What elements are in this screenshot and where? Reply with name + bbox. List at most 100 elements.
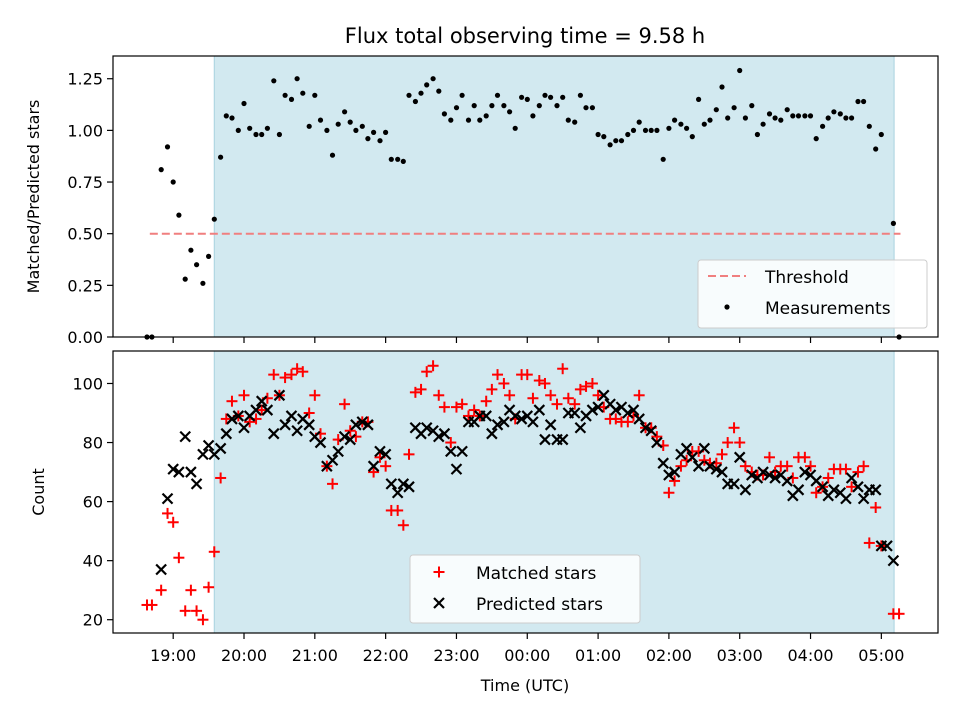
matched-point-58	[486, 383, 498, 395]
x-tick-label: 02:00	[646, 646, 692, 665]
measurement-point-81	[625, 131, 631, 138]
predicted-point-87	[668, 466, 681, 478]
predicted-point-32	[344, 433, 357, 446]
top-y-axis: 0.00 0.25 0.50 0.75 1.00 1.25	[67, 70, 113, 347]
measurement-point-8	[194, 262, 200, 268]
predicted-point-97	[728, 478, 740, 490]
predicted-point-27	[314, 436, 327, 449]
matched-point-34	[344, 425, 356, 437]
measurement-point-34	[347, 119, 353, 125]
measurement-point-122	[866, 123, 872, 129]
measurement-point-16	[241, 100, 247, 107]
matched-point-71	[562, 392, 574, 404]
matched-point-108	[781, 460, 793, 472]
measurement-point-109	[790, 113, 796, 119]
predicted-point-79	[622, 407, 634, 419]
measurement-point-11	[211, 216, 217, 222]
measurement-point-2	[158, 167, 164, 173]
matched-point-61	[504, 389, 516, 401]
top-axes-frame	[112, 55, 939, 338]
predicted-point-23	[291, 424, 303, 437]
predicted-point-55	[480, 410, 492, 422]
measurement-point-9	[200, 280, 206, 286]
predicted-point-17	[255, 395, 268, 407]
predicted-point-56	[486, 427, 498, 440]
matched-point-86	[651, 431, 663, 443]
matched-point-27	[303, 407, 315, 419]
measurement-point-88	[666, 125, 672, 131]
matched-point-16	[238, 389, 250, 401]
predicted-point-95	[716, 466, 728, 478]
matched-point-113	[810, 487, 822, 499]
measurement-point-75	[589, 105, 596, 111]
predicted-point-99	[739, 484, 752, 496]
top-legend: Threshold Measurements	[697, 259, 928, 329]
y-tick-label: 20	[83, 611, 103, 630]
y-tick-label: 0.25	[67, 276, 103, 295]
measurement-point-62	[512, 125, 518, 131]
predicted-point-124	[887, 554, 900, 567]
measurement-point-108	[784, 107, 790, 113]
measurement-point-15	[235, 127, 241, 133]
measurement-point-3	[164, 144, 171, 150]
measurement-point-119	[849, 115, 855, 121]
x-axis-label: Time (UTC)	[480, 676, 569, 695]
top-legend-box	[697, 259, 928, 329]
bottom-axes-frame	[112, 350, 939, 634]
predicted-point-60	[509, 410, 522, 422]
y-tick-label: 80	[83, 434, 103, 453]
predicted-point-2	[167, 463, 179, 475]
measurement-point-101	[742, 115, 749, 121]
matched-point-72	[569, 398, 581, 410]
measurement-point-33	[342, 109, 348, 115]
predicted-point-57	[491, 419, 504, 431]
measurement-point-22	[276, 131, 282, 138]
predicted-point-7	[197, 448, 209, 461]
predicted-point-0	[155, 563, 167, 576]
matched-point-9	[197, 614, 209, 626]
matched-point-89	[669, 475, 681, 487]
measurement-point-46	[418, 90, 424, 96]
measurement-point-95	[707, 117, 713, 123]
ratio-panel: Flux total observing time = 9.58 h 0.000…	[24, 24, 939, 347]
measurement-point-4	[170, 179, 176, 185]
predicted-point-84	[651, 436, 663, 449]
measurement-point-36	[359, 123, 365, 129]
predicted-point-75	[597, 389, 610, 402]
matched-point-115	[822, 472, 834, 484]
measurement-point-21	[271, 78, 277, 84]
bottom-x-axis: 19:00 20:00 21:00 22:00 23:00 00:00 01:00 02:00…	[150, 633, 904, 665]
predicted-point-98	[733, 451, 746, 464]
legend-predicted-swatch	[433, 597, 445, 609]
matched-point-98	[722, 437, 734, 449]
predicted-point-86	[663, 469, 675, 481]
measurement-point-113	[813, 136, 819, 142]
top-x-ticks	[172, 337, 882, 343]
matched-point-64	[521, 369, 533, 381]
predicted-point-18	[261, 404, 274, 416]
matched-point-100	[734, 437, 746, 449]
predicted-point-104	[769, 472, 781, 484]
measurement-point-121	[861, 98, 867, 105]
predicted-point-73	[586, 404, 599, 416]
measurement-point-49	[436, 88, 442, 94]
matched-point-69	[551, 398, 563, 410]
measurement-point-87	[660, 156, 666, 162]
matched-point-48	[427, 360, 439, 372]
matched-point-26	[297, 366, 309, 378]
measurement-point-90	[678, 121, 684, 127]
matched-point-11	[208, 546, 220, 558]
measurement-point-66	[536, 103, 542, 109]
predicted-point-33	[350, 419, 362, 431]
measurement-point-64	[524, 96, 530, 102]
matched-point-2	[155, 584, 167, 596]
measurement-point-110	[795, 113, 802, 119]
measurement-point-17	[247, 125, 253, 131]
predicted-point-37	[374, 445, 386, 458]
matched-point-53	[456, 398, 468, 410]
bottom-legend: Matched stars Predicted stars	[409, 554, 641, 624]
bottom-legend-box	[409, 554, 641, 624]
measurement-point-112	[807, 113, 814, 119]
matched-point-49	[433, 389, 445, 401]
measurement-point-24	[288, 96, 295, 102]
